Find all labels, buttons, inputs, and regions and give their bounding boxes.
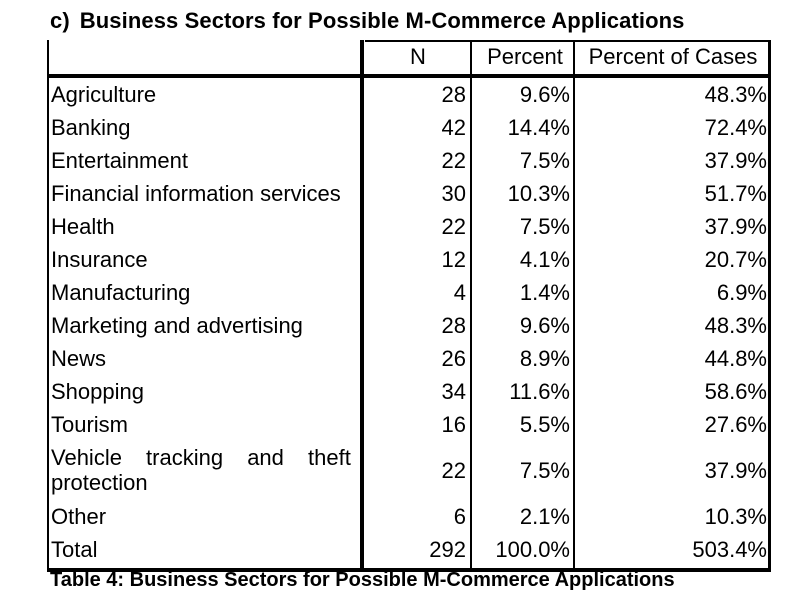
table-caption: Table 4: Business Sectors for Possible M… [50, 569, 675, 591]
row-percent-of-cases: 48.3% [704, 82, 767, 107]
row-n: 22 [441, 458, 466, 483]
row-percent: 9.6% [519, 313, 570, 338]
row-percent-of-cases: 20.7% [704, 247, 767, 272]
row-percent: 7.5% [519, 214, 570, 239]
n-column-divider [470, 40, 472, 572]
row-n: 42 [441, 115, 466, 140]
row-percent: 11.6% [509, 379, 570, 404]
row-label: Total [51, 537, 98, 562]
row-percent-of-cases: 58.6% [704, 379, 767, 404]
row-label: Shopping [51, 379, 144, 404]
column-header-percent-of-cases: Percent of Cases [588, 44, 758, 69]
row-label: Entertainment [51, 148, 188, 173]
percent-column-divider [573, 40, 575, 572]
row-label: Insurance [51, 247, 148, 272]
row-percent-of-cases: 51.7% [704, 181, 767, 206]
row-n: 30 [441, 181, 466, 206]
row-percent-of-cases: 6.9% [716, 280, 767, 305]
column-header-percent: Percent [487, 44, 563, 69]
header-top-border [365, 40, 771, 42]
row-percent-of-cases: 37.9% [704, 458, 767, 483]
row-label-line1: Vehicle tracking and theft [51, 445, 361, 471]
row-n: 34 [441, 379, 466, 404]
row-label: Vehicle tracking and theft protection [51, 445, 361, 496]
right-border [768, 40, 771, 572]
row-label: Health [51, 214, 115, 239]
row-n: 12 [441, 247, 466, 272]
row-percent-of-cases: 37.9% [704, 148, 767, 173]
row-percent: 14.4% [507, 115, 570, 140]
row-percent: 100.0% [495, 537, 570, 562]
row-percent: 1.4% [519, 280, 570, 305]
row-label: Manufacturing [51, 280, 191, 305]
row-n: 6 [453, 504, 466, 529]
row-percent: 9.6% [519, 82, 570, 107]
row-n: 16 [441, 412, 466, 437]
column-header-n: N [410, 44, 426, 69]
row-label: Banking [51, 115, 131, 140]
header-bottom-border [47, 74, 771, 78]
row-percent: 5.5% [519, 412, 570, 437]
row-n: 22 [441, 214, 466, 239]
row-n: 26 [441, 346, 466, 371]
row-percent-of-cases: 503.4% [692, 537, 767, 562]
row-n: 28 [441, 82, 466, 107]
row-n: 22 [441, 148, 466, 173]
label-column-divider [360, 40, 364, 572]
row-percent-of-cases: 10.3% [704, 504, 767, 529]
row-n: 292 [429, 537, 466, 562]
row-percent: 7.5% [519, 458, 570, 483]
row-percent-of-cases: 27.6% [704, 412, 767, 437]
heading-tag: c) [50, 8, 70, 33]
row-n: 4 [453, 280, 466, 305]
row-label: Other [51, 504, 107, 529]
row-percent-of-cases: 72.4% [704, 115, 767, 140]
label-word: Vehicle tracking and theft [51, 445, 351, 470]
row-label: Financial information services [51, 181, 341, 206]
table-bottom-border [47, 568, 771, 572]
row-percent: 8.9% [519, 346, 570, 371]
row-label: Marketing and advertising [51, 313, 303, 338]
row-n: 28 [441, 313, 466, 338]
row-percent: 2.1% [519, 504, 570, 529]
row-percent-of-cases: 48.3% [704, 313, 767, 338]
table-heading: c) Business Sectors for Possible M-Commer… [50, 8, 685, 34]
row-percent: 10.3% [507, 181, 570, 206]
row-percent: 7.5% [519, 148, 570, 173]
row-label-line2: protection [51, 470, 148, 495]
row-label: Agriculture [51, 82, 157, 107]
row-label: Tourism [51, 412, 129, 437]
row-percent-of-cases: 37.9% [704, 214, 767, 239]
row-percent-of-cases: 44.8% [704, 346, 767, 371]
heading-title: Business Sectors for Possible M-Commerce… [79, 8, 685, 33]
left-border [47, 40, 49, 572]
row-label: News [51, 346, 107, 371]
row-percent: 4.1% [519, 247, 570, 272]
